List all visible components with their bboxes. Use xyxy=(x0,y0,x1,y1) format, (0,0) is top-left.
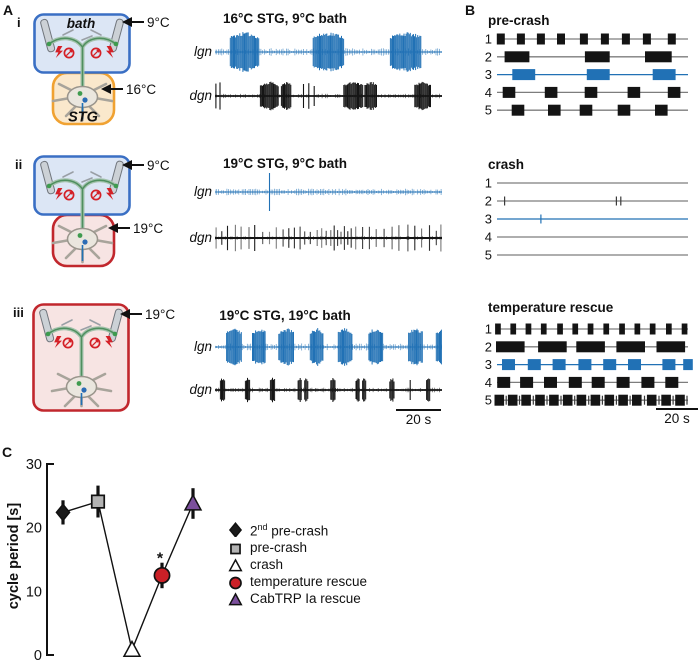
legend-label: CabTRP Ia rescue xyxy=(250,591,361,607)
svg-text:1: 1 xyxy=(485,322,492,337)
lgn-trace-label-i: lgn xyxy=(193,44,212,59)
svg-text:1: 1 xyxy=(485,176,492,191)
trace-title-ii: 19°C STG, 9°C bath xyxy=(222,156,348,171)
raster-crash: 1 2 3 4 5 xyxy=(485,176,688,263)
legend-item-2nd-pre-crash: 2nd pre-crash xyxy=(228,520,367,539)
svg-text:5: 5 xyxy=(485,393,492,408)
legend-item-temperature-rescue: temperature rescue xyxy=(228,575,367,590)
svg-text:5: 5 xyxy=(485,103,492,118)
svg-text:4: 4 xyxy=(485,230,492,245)
subpanel-i-index: i xyxy=(17,15,21,30)
arrow-left-icon xyxy=(122,17,132,27)
stg-temp-value-i: 16°C xyxy=(126,81,157,97)
svg-text:2: 2 xyxy=(485,49,492,64)
lgn-trace-ii xyxy=(215,173,442,211)
arrow-left-icon xyxy=(101,84,111,94)
scalebar-label: 20 s xyxy=(405,412,432,427)
arrow-left-icon xyxy=(108,223,118,233)
arrow-shaft xyxy=(132,163,144,167)
svg-text:2: 2 xyxy=(485,194,492,209)
svg-text:1: 1 xyxy=(485,32,492,47)
square-marker-icon xyxy=(230,543,241,554)
legend-label: pre-crash xyxy=(250,540,308,556)
svg-text:3: 3 xyxy=(485,357,492,372)
arrow-shaft xyxy=(111,87,123,91)
scalebar-panel-b: 20 s xyxy=(656,408,698,426)
panel-a-label: A xyxy=(3,2,14,18)
bath-temp-value-iii: 19°C xyxy=(145,306,176,322)
chart-legend: 2nd pre-crash pre-crash crash temperatur… xyxy=(228,520,367,609)
arrow-shaft xyxy=(118,226,130,230)
panel-c-label: C xyxy=(2,444,13,460)
stg-temp-annotation-ii: 19°C xyxy=(108,220,164,236)
prep-schematic-i: bath STG xyxy=(33,13,131,126)
legend-label: crash xyxy=(250,557,284,573)
bath-temp-annotation-ii: 9°C xyxy=(122,157,170,173)
raster-title-crash: crash xyxy=(488,157,525,172)
scalebar-line xyxy=(656,408,698,410)
scalebar-line xyxy=(396,409,441,411)
dgn-trace-iii xyxy=(215,377,442,403)
dgn-trace-i xyxy=(215,81,442,111)
dgn-trace-label-i: dgn xyxy=(189,88,212,103)
scalebar-panel-a: 20 s xyxy=(396,409,441,427)
raster-temperature-rescue: 1 2 3 4 5 xyxy=(485,322,693,408)
prep-schematic-ii xyxy=(33,155,131,268)
svg-text:4: 4 xyxy=(485,85,492,100)
dgn-trace-label-ii: dgn xyxy=(189,230,212,245)
arrow-left-icon xyxy=(122,160,132,170)
dgn-trace-label-iii: dgn xyxy=(189,382,212,397)
svg-text:20: 20 xyxy=(26,521,42,537)
stg-temp-value-ii: 19°C xyxy=(133,220,164,236)
svg-text:10: 10 xyxy=(26,584,42,600)
legend-label: 2nd pre-crash xyxy=(250,522,329,539)
dgn-trace-ii xyxy=(215,224,442,252)
legend-item-cabtrp-rescue: CabTRP Ia rescue xyxy=(228,592,367,607)
arrow-shaft xyxy=(130,312,142,316)
lgn-trace-i xyxy=(215,32,442,72)
panel-b-label: B xyxy=(465,2,476,18)
svg-text:3: 3 xyxy=(485,67,492,82)
svg-text:bath: bath xyxy=(67,16,96,31)
bath-temp-annotation-i: 9°C xyxy=(122,14,170,30)
open-triangle-marker-icon xyxy=(228,558,243,572)
bath-temp-value-i: 9°C xyxy=(147,14,170,30)
svg-text:30: 30 xyxy=(26,457,42,473)
legend-item-pre-crash: pre-crash xyxy=(228,541,367,556)
svg-text:3: 3 xyxy=(485,212,492,227)
subpanel-iii-index: iii xyxy=(13,305,24,320)
lgn-trace-label-iii: lgn xyxy=(193,339,212,354)
bath-temp-annotation-iii: 19°C xyxy=(120,306,176,322)
lgn-trace-iii xyxy=(215,328,442,366)
lgn-trace-label-ii: lgn xyxy=(193,184,212,199)
stg-temp-annotation-i: 16°C xyxy=(101,81,157,97)
legend-label: temperature rescue xyxy=(250,574,368,590)
svg-text:*: * xyxy=(157,550,164,567)
circle-marker-icon xyxy=(229,576,242,590)
trace-title-i: 16°C STG, 9°C bath xyxy=(222,11,348,26)
scalebar-label: 20 s xyxy=(664,411,690,426)
purple-triangle-marker-icon xyxy=(228,592,243,606)
raster-pre-crash: 1 2 3 4 5 xyxy=(485,32,688,118)
svg-text:5: 5 xyxy=(485,248,492,263)
subpanel-ii-index: ii xyxy=(15,157,23,172)
raster-title-pre-crash: pre-crash xyxy=(488,13,550,28)
svg-text:STG: STG xyxy=(68,110,98,126)
svg-text:0: 0 xyxy=(34,648,42,662)
svg-text:4: 4 xyxy=(485,375,492,390)
raster-title-temperature-rescue: temperature rescue xyxy=(488,300,614,315)
bath-temp-value-ii: 9°C xyxy=(147,157,170,173)
diamond-marker-icon xyxy=(228,521,243,537)
svg-text:2: 2 xyxy=(485,339,492,354)
arrow-shaft xyxy=(132,20,144,24)
trace-title-iii: 19°C STG, 19°C bath xyxy=(219,308,351,323)
arrow-left-icon xyxy=(120,309,130,319)
cycle-period-chart: 0 10 20 30 * xyxy=(26,457,203,662)
legend-item-crash: crash xyxy=(228,558,367,573)
prep-schematic-iii xyxy=(32,303,130,412)
